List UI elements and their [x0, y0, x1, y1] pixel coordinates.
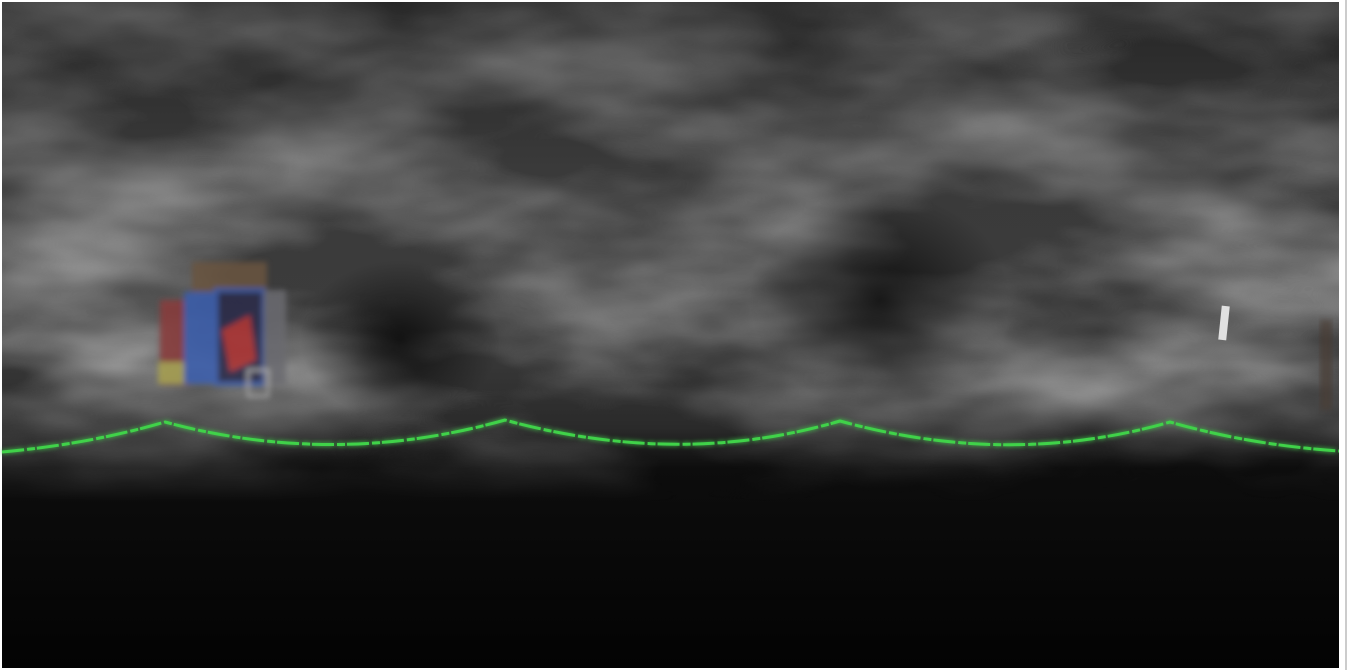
panorama-view — [0, 0, 1351, 670]
margin — [1339, 0, 1351, 670]
dark-patch — [750, 190, 1010, 410]
page: (() => { const data = JSON.parse(documen… — [0, 0, 1351, 670]
dark-patch — [300, 260, 500, 420]
crate — [192, 262, 267, 292]
figure — [1320, 320, 1332, 410]
door — [184, 292, 218, 384]
